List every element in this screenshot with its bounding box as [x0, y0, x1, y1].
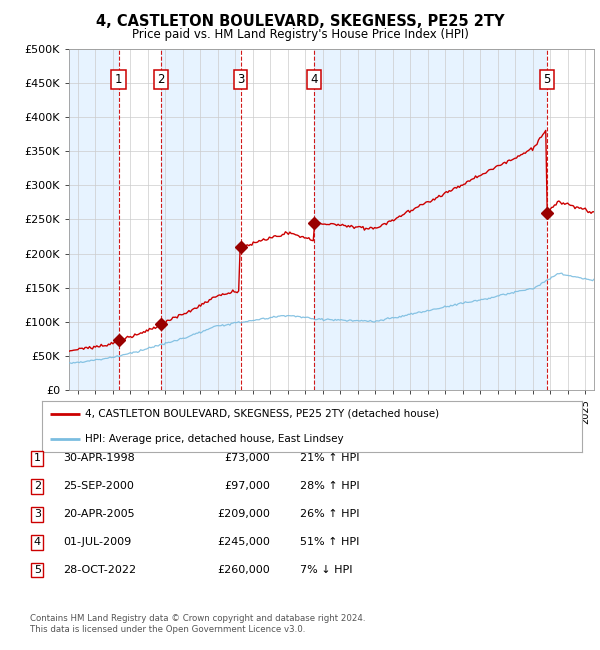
Text: 3: 3 [34, 509, 41, 519]
Text: 21% ↑ HPI: 21% ↑ HPI [300, 453, 359, 463]
Text: Contains HM Land Registry data © Crown copyright and database right 2024.: Contains HM Land Registry data © Crown c… [30, 614, 365, 623]
Text: 28% ↑ HPI: 28% ↑ HPI [300, 481, 359, 491]
Text: £245,000: £245,000 [217, 537, 270, 547]
Text: 25-SEP-2000: 25-SEP-2000 [63, 481, 134, 491]
Text: 5: 5 [544, 73, 551, 86]
Text: 5: 5 [34, 565, 41, 575]
Text: 3: 3 [237, 73, 244, 86]
Text: 30-APR-1998: 30-APR-1998 [63, 453, 135, 463]
Text: 51% ↑ HPI: 51% ↑ HPI [300, 537, 359, 547]
Text: 1: 1 [34, 453, 41, 463]
Text: 2: 2 [157, 73, 164, 86]
Text: 4: 4 [34, 537, 41, 547]
Text: 4: 4 [310, 73, 318, 86]
Text: 2: 2 [34, 481, 41, 491]
Text: This data is licensed under the Open Government Licence v3.0.: This data is licensed under the Open Gov… [30, 625, 305, 634]
Text: 4, CASTLETON BOULEVARD, SKEGNESS, PE25 2TY: 4, CASTLETON BOULEVARD, SKEGNESS, PE25 2… [96, 14, 504, 29]
Bar [69, 49, 119, 390]
Text: £97,000: £97,000 [224, 481, 270, 491]
Text: Price paid vs. HM Land Registry's House Price Index (HPI): Price paid vs. HM Land Registry's House … [131, 28, 469, 41]
Text: 28-OCT-2022: 28-OCT-2022 [63, 565, 136, 575]
Text: £209,000: £209,000 [217, 509, 270, 519]
Text: 01-JUL-2009: 01-JUL-2009 [63, 537, 131, 547]
Text: 26% ↑ HPI: 26% ↑ HPI [300, 509, 359, 519]
Text: £73,000: £73,000 [224, 453, 270, 463]
Text: 4, CASTLETON BOULEVARD, SKEGNESS, PE25 2TY (detached house): 4, CASTLETON BOULEVARD, SKEGNESS, PE25 2… [85, 409, 439, 419]
Text: 20-APR-2005: 20-APR-2005 [63, 509, 134, 519]
Text: 7% ↓ HPI: 7% ↓ HPI [300, 565, 353, 575]
Bar [314, 49, 547, 390]
Text: £260,000: £260,000 [217, 565, 270, 575]
Text: 1: 1 [115, 73, 122, 86]
Text: HPI: Average price, detached house, East Lindsey: HPI: Average price, detached house, East… [85, 434, 344, 444]
Bar [161, 49, 241, 390]
